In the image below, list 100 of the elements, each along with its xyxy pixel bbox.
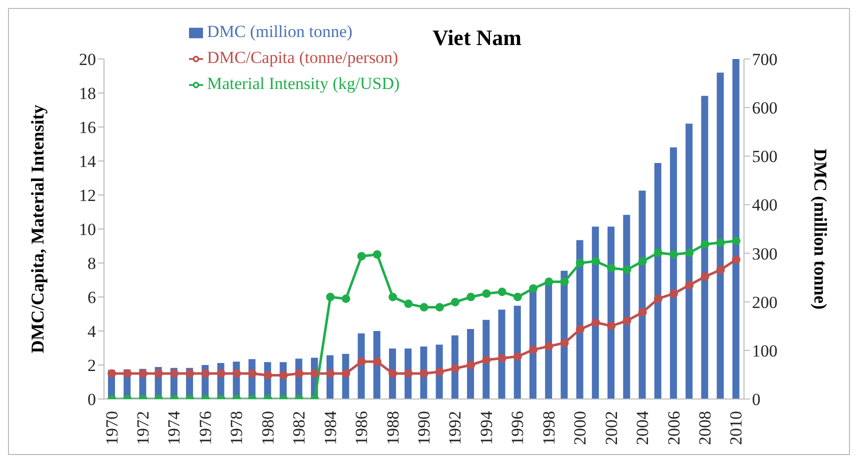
point [732,255,740,264]
bar [529,289,536,399]
y-tick-label: 2 [88,356,96,376]
bar [608,226,615,399]
y-tick-label: 10 [79,220,96,240]
point [670,250,678,259]
point [326,292,335,302]
y-tick-label: 16 [79,118,96,138]
y2-axis-title: DMC (million tonne) [810,148,831,310]
point [513,352,522,361]
x-tick-label: 1986 [352,411,372,445]
y-tick-label: 14 [79,152,96,172]
point [138,369,148,378]
x-tick-label: 2000 [570,411,590,445]
point [529,284,538,293]
bar [638,190,646,399]
y-tick-label: 12 [79,186,96,206]
point [279,370,288,380]
x-tick-label: 1992 [446,411,465,445]
y2-tick-label: 400 [752,196,778,215]
x-tick-label: 1980 [258,411,278,445]
x-tick-label: 1976 [196,411,215,445]
point [544,342,554,351]
point [216,369,226,378]
point [404,300,413,308]
bar [498,310,506,399]
point [388,369,398,378]
bar [716,72,724,399]
point [435,302,444,312]
x-tick-label: 1984 [320,410,340,445]
point [420,369,428,378]
y-tick-label: 0 [88,390,96,410]
point [482,289,491,298]
point [529,345,538,354]
point [716,266,725,274]
point [342,294,350,303]
bar [545,282,552,399]
x-tick-label: 2004 [633,410,652,445]
point [607,322,616,330]
y2-tick-label: 700 [752,50,778,70]
point [108,369,116,378]
point [357,357,366,366]
point [404,369,413,378]
point [342,369,350,378]
point [654,294,662,303]
point [123,369,132,378]
bar [592,226,599,399]
y-tick-label: 6 [88,288,96,308]
x-tick-label: 1994 [476,410,496,445]
point [607,264,616,272]
point [576,258,584,268]
x-tick-label: 1974 [164,410,184,445]
x-tick-label: 2010 [726,411,746,445]
point [560,277,569,286]
point [294,369,304,378]
point [450,298,460,306]
bar [670,147,677,399]
legend-label: DMC/Capita (tonne/person) [207,48,398,67]
point [591,318,600,327]
y2-tick-label: 200 [752,292,778,312]
x-tick-label: 2008 [695,411,714,445]
y-tick-label: 18 [79,84,96,104]
x-tick-label: 1988 [383,411,402,445]
bar [686,124,693,399]
point [685,280,694,290]
point [466,360,476,370]
x-tick-label: 1996 [508,411,528,445]
bar [514,306,521,399]
y2-tick-label: 500 [752,147,778,166]
bar [732,59,740,399]
point [638,308,647,317]
x-tick-label: 1998 [539,411,558,445]
point [388,292,398,302]
legend-label: DMC (million tonne) [207,22,352,41]
point [357,252,366,260]
point [372,250,382,259]
point [248,369,257,378]
point [560,338,569,348]
point [700,240,710,249]
point [591,257,600,266]
point [372,357,382,366]
x-tick-label: 2006 [664,411,684,445]
point [326,369,335,378]
point [264,370,272,380]
point [700,272,710,281]
chart-title: Viet Nam [432,25,522,50]
x-tick-label: 1982 [290,411,309,445]
point [310,369,319,378]
point [435,368,444,376]
point [232,369,241,378]
bar [623,214,630,399]
point [622,266,632,274]
point [685,248,694,258]
point [513,292,522,302]
y-tick-label: 4 [88,322,96,342]
y2-tick-label: 300 [752,244,778,264]
y-tick-label: 8 [88,254,96,274]
x-tick-label: 1970 [102,411,122,445]
point [498,354,506,362]
point [576,325,584,334]
